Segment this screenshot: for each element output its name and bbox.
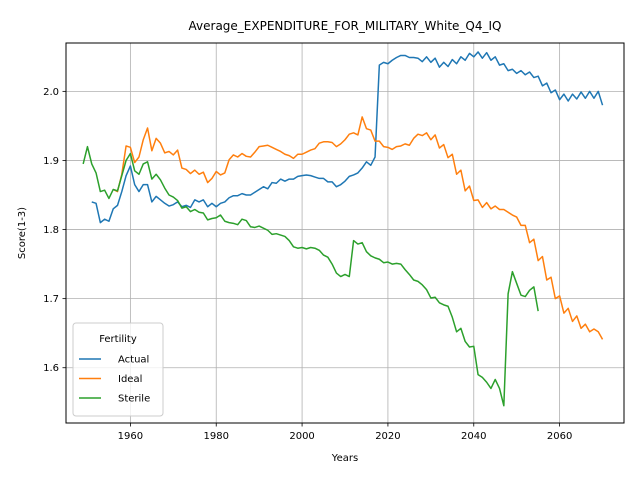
- x-tick-label: 2060: [547, 431, 572, 442]
- x-tick-label: 1960: [118, 431, 143, 442]
- y-tick-label: 2.0: [43, 87, 59, 98]
- legend-entries: Actual Ideal Sterile: [79, 355, 150, 405]
- legend-label-ideal: Ideal: [118, 374, 142, 385]
- x-tick-label: 2040: [461, 431, 486, 442]
- legend-title: Fertility: [99, 334, 137, 345]
- plot-area-frame: [65, 42, 625, 424]
- series-line-ideal: [112, 116, 604, 340]
- legend-label-actual: Actual: [118, 355, 149, 366]
- y-tick-label: 1.7: [43, 294, 59, 305]
- y-axis-title: Score(1-3): [17, 207, 28, 259]
- legend-label-sterile: Sterile: [118, 394, 150, 405]
- x-axis-title: Years: [331, 453, 358, 464]
- legend: Fertility Actual Ideal Sterile: [72, 322, 164, 417]
- legend-box: [72, 322, 164, 417]
- y-tick-label: 1.9: [43, 156, 59, 167]
- y-tick-label: 1.6: [43, 363, 59, 374]
- x-tick-label: 1980: [204, 431, 229, 442]
- y-tick-label: 1.8: [43, 225, 59, 236]
- chart-title: Average_EXPENDITURE_FOR_MILITARY_White_Q…: [189, 19, 502, 33]
- axis-ticks: 1960 1980 2000 2020 2040 2060 1.6 1.7 1.8 1.9 2.0: [43, 87, 572, 442]
- series-line-sterile: [82, 145, 539, 407]
- series-lines: [82, 51, 604, 407]
- grid: [66, 43, 624, 423]
- series-line-actual: [91, 51, 604, 224]
- x-tick-label: 2000: [289, 431, 314, 442]
- x-tick-label: 2020: [375, 431, 400, 442]
